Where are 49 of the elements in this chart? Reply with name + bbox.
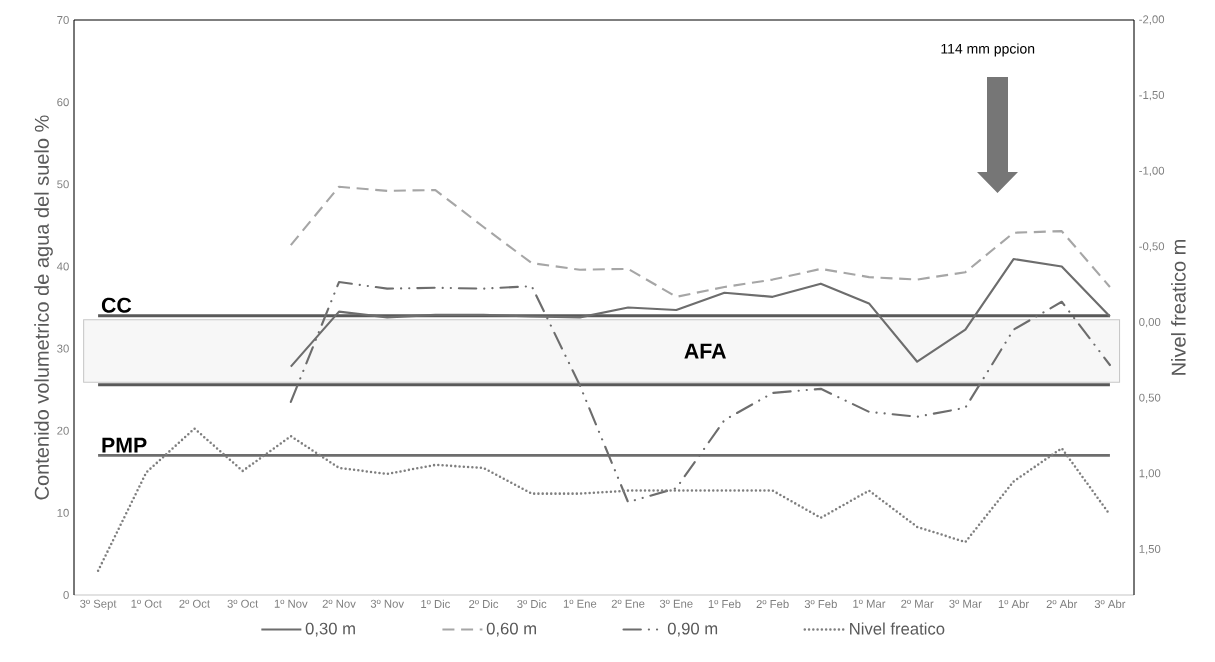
x-tick-label: 3º Abr [1094, 599, 1126, 609]
y2-tick-label: 0,50 [1139, 393, 1161, 403]
y-tick-label: 0 [63, 591, 69, 600]
y2-tick-label: 1,00 [1139, 469, 1161, 479]
y2-tick-label: -0,50 [1139, 242, 1165, 252]
x-tick-label: 1º Ene [563, 599, 597, 608]
line-series [289, 185, 1111, 298]
y-tick-label: 30 [57, 344, 69, 353]
y-tick-label: 50 [57, 180, 69, 189]
ref-line-label: CC [101, 297, 132, 313]
x-tick-label: 1º Feb [708, 599, 741, 609]
y2-tick-label: -2,00 [1139, 15, 1165, 25]
x-tick-label: 3º Nov [370, 599, 404, 608]
x-tick-label: 3º Oct [227, 599, 259, 608]
x-tick-label: 3º Ene [659, 599, 693, 608]
x-tick-label: 2º Nov [322, 599, 356, 608]
x-tick-label: 1º Mar [853, 599, 886, 608]
y2-tick-label: -1,00 [1139, 166, 1165, 176]
x-tick-label: 2º Dic [469, 599, 499, 609]
x-tick-label: 2º Mar [901, 599, 934, 608]
x-tick-label: 3º Sept [80, 599, 117, 610]
y-tick-label: 60 [57, 98, 69, 107]
y-tick-label: 10 [57, 508, 69, 517]
x-tick-label: 2º Oct [179, 599, 210, 608]
y-tick-label: 20 [57, 426, 69, 435]
x-tick-label: 2º Feb [756, 599, 789, 609]
y-axis-title: Contenido volumetrico de agua del suelo % [34, 115, 53, 500]
y-tick-label: 70 [57, 16, 69, 25]
x-tick-label: 3º Feb [804, 599, 837, 609]
x-tick-label: 1º Nov [274, 599, 308, 608]
y2-tick-label: -1,50 [1139, 91, 1165, 101]
x-tick-label: 1º Dic [421, 599, 451, 609]
y2-tick-label: 0,00 [1139, 317, 1161, 328]
y2-axis-title: Nivel freatico m [1171, 239, 1186, 375]
legend-label: 0,60 m [486, 622, 536, 637]
x-tick-label: 2º Abr [1046, 599, 1078, 609]
x-tick-label: 3º Dic [517, 599, 547, 609]
annotation: 114 mm ppcion [941, 43, 1035, 57]
legend-label: Nivel freatico [850, 622, 945, 635]
ref-line-label: PMP [102, 437, 147, 453]
x-tick-label: 2º Ene [611, 599, 645, 608]
y2-tick-label: 1,50 [1139, 544, 1161, 555]
legend-label: 0,90 m [667, 622, 718, 637]
x-tick-label: 1º Oct [131, 599, 162, 608]
band-label: AFA [684, 343, 726, 359]
x-tick-label: 3º Mar [949, 599, 982, 608]
legend-label: 0,30 m [305, 622, 355, 637]
x-tick-label: 1º Abr [998, 599, 1029, 609]
y-tick-label: 40 [56, 262, 69, 271]
